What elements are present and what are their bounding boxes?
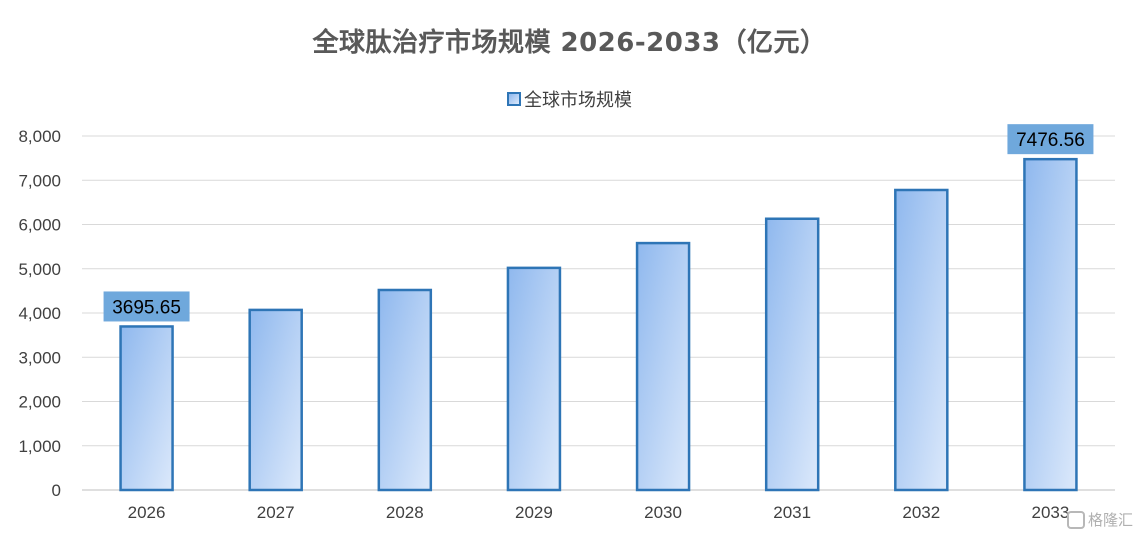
y-axis: 0 1,000 2,000 3,000 4,000 5,000 6,000 7,000 8,00… (18, 127, 61, 500)
x-tick-label: 2028 (386, 503, 424, 522)
bar (894, 188, 949, 492)
y-tick-label: 7,000 (18, 171, 61, 190)
legend-label: 全球市场规模 (524, 90, 632, 111)
gridlines (82, 135, 1115, 491)
x-tick-label: 2029 (515, 503, 553, 522)
legend-swatch (507, 92, 521, 106)
data-label: 3695.65 (103, 291, 190, 322)
gelonghui-logo-icon (1066, 510, 1085, 529)
data-label-text: 3695.65 (112, 297, 181, 318)
y-tick-label: 2,000 (18, 393, 61, 412)
x-tick-label: 2027 (257, 503, 295, 522)
x-tick-label: 2033 (1032, 503, 1070, 522)
y-tick-label: 6,000 (18, 216, 61, 235)
bars (119, 157, 1078, 492)
data-label-box (103, 291, 190, 322)
x-tick-label: 2032 (902, 503, 940, 522)
y-tick-label: 1,000 (18, 437, 61, 456)
y-tick-label: 5,000 (18, 260, 61, 279)
x-tick-label: 2031 (773, 503, 811, 522)
x-tick-label: 2030 (644, 503, 682, 522)
legend: 全球市场规模 (0, 86, 1139, 112)
bar (119, 325, 174, 492)
data-label: 7476.56 (1007, 124, 1094, 155)
y-tick-label: 3,000 (18, 348, 61, 367)
bar (764, 217, 820, 492)
data-label-text: 7476.56 (1016, 130, 1085, 151)
bar (1023, 157, 1078, 492)
y-tick-label: 4,000 (18, 304, 61, 323)
watermark: 格隆汇 (1066, 509, 1133, 530)
data-labels: 3695.65 7476.56 (103, 124, 1094, 322)
y-tick-label: 8,000 (18, 127, 61, 146)
chart-title: 全球肽治疗市场规模 2026-2033（亿元） (312, 28, 827, 58)
data-label-box (1007, 124, 1094, 155)
bar (635, 241, 691, 492)
bar (377, 288, 433, 492)
watermark-text: 格隆汇 (1087, 511, 1133, 529)
x-tick-label: 2026 (128, 503, 166, 522)
y-tick-label: 0 (52, 481, 61, 500)
bar (506, 266, 562, 492)
bar (248, 308, 303, 492)
x-axis: 2026 2027 2028 2029 2030 2031 2032 2033 (128, 503, 1070, 522)
